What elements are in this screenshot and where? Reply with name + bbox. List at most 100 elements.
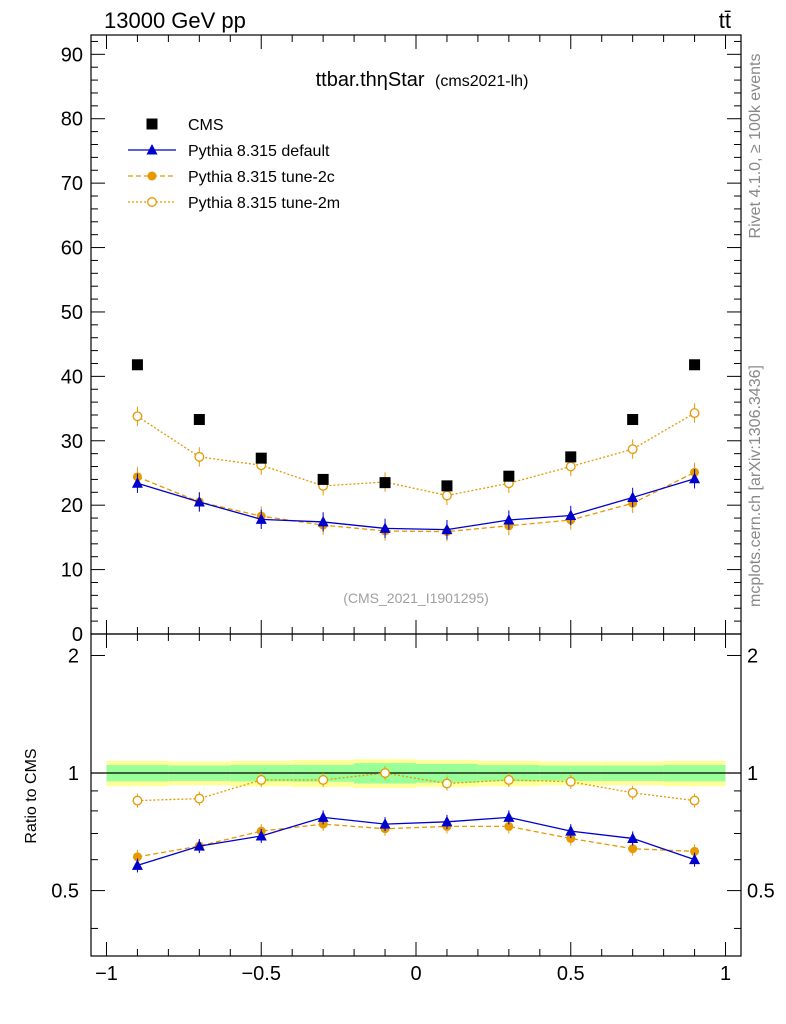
point-main-pythia-8-315-default: [317, 515, 329, 527]
y-tick-label-main: 20: [61, 495, 83, 517]
series-pythia-8-315-default: [131, 469, 701, 873]
point-main-cms: [627, 414, 639, 426]
y-tick-label-main: 50: [61, 302, 83, 324]
point-ratio-pythia-8-315-tune-2m: [689, 795, 700, 806]
point-ratio-pythia-8-315-tune-2c: [504, 821, 514, 831]
point-ratio-pythia-8-315-tune-2m: [442, 778, 452, 789]
point-ratio-pythia-8-315-tune-2c: [132, 852, 142, 862]
x-tick-label: −0.5: [241, 963, 280, 985]
point-ratio-pythia-8-315-default: [317, 811, 329, 822]
point-ratio-pythia-8-315-default: [131, 859, 143, 870]
point-main-pythia-8-315-tune-2m: [442, 490, 452, 501]
point-ratio-pythia-8-315-tune-2m: [194, 793, 205, 804]
point-main-pythia-8-315-default: [441, 523, 453, 535]
ratio-ylabel: Ratio to CMS: [23, 748, 40, 843]
point-main-cms: [503, 470, 515, 482]
point-main-cms: [441, 480, 453, 492]
point-ratio-pythia-8-315-default: [627, 832, 639, 843]
point-ratio-pythia-8-315-tune-2m: [565, 776, 576, 787]
point-main-pythia-8-315-default: [131, 477, 143, 488]
y-tick-label-main: 10: [61, 560, 83, 582]
point-main-cms: [689, 359, 701, 371]
series-cms: [131, 359, 701, 492]
point-main-pythia-8-315-default: [379, 522, 391, 533]
legend: CMS Pythia 8.315 default Pythia 8.315 tune…: [128, 117, 340, 212]
point-main-pythia-8-315-tune-2m: [132, 411, 143, 422]
point-ratio-pythia-8-315-default: [565, 825, 577, 836]
legend-marker: [147, 171, 157, 181]
point-main-cms: [131, 359, 143, 371]
point-ratio-pythia-8-315-tune-2m: [627, 787, 638, 798]
legend-marker: [147, 197, 157, 207]
point-ratio-pythia-8-315-tune-2c: [628, 844, 638, 854]
plot-title-main: ttbar.thηStar: [316, 69, 425, 91]
header-left: 13000 GeV pp: [104, 8, 246, 33]
legend-marker: [146, 144, 158, 155]
legend-label: Pythia 8.315 tune-2c: [188, 169, 335, 186]
point-ratio-pythia-8-315-tune-2c: [566, 833, 576, 843]
point-ratio-pythia-8-315-tune-2m: [132, 795, 143, 806]
point-ratio-pythia-8-315-default: [193, 840, 205, 851]
rivet-label: Rivet 4.1.0, ≥ 100k events: [747, 54, 764, 239]
plot-title-suffix: (cms2021-lh): [435, 73, 528, 90]
header-right: tt̄: [719, 8, 731, 33]
line-ratio-pythia-8-315-default: [137, 816, 695, 867]
point-main-cms: [255, 452, 267, 464]
legend-entry: Pythia 8.315 tune-2c: [128, 169, 335, 186]
y-tick-label-main: 80: [61, 109, 83, 131]
point-main-pythia-8-315-default: [503, 513, 515, 525]
x-tick-label: 1: [720, 963, 731, 985]
legend-entry: CMS: [146, 117, 224, 134]
point-ratio-pythia-8-315-default: [379, 818, 391, 829]
point-ratio-pythia-8-315-tune-2m: [380, 768, 390, 778]
y-tick-label-main: 30: [61, 431, 83, 453]
point-main-pythia-8-315-default: [255, 513, 267, 524]
point-main-cms: [379, 477, 391, 489]
ratio-y-tick-label-left: 1: [68, 763, 79, 785]
point-main-pythia-8-315-default: [565, 509, 577, 520]
point-ratio-pythia-8-315-default: [503, 811, 515, 822]
point-main-pythia-8-315-default: [193, 495, 205, 507]
line-main-pythia-8-315-tune-2c: [137, 471, 695, 533]
ratio-y-tick-label-right: 1: [747, 763, 758, 785]
line-main-pythia-8-315-tune-2m: [137, 412, 695, 497]
point-ratio-pythia-8-315-tune-2m: [503, 775, 514, 785]
point-ratio-pythia-8-315-default: [689, 853, 701, 865]
point-main-cms: [565, 451, 577, 463]
point-main-cms: [193, 414, 205, 426]
ratio-y-tick-label-right: 0.5: [747, 881, 775, 903]
line-main-pythia-8-315-default: [137, 478, 695, 531]
ratio-y-tick-label-right: 2: [747, 645, 758, 667]
y-tick-label-main: 70: [61, 173, 83, 195]
x-tick-label: 0: [410, 963, 421, 985]
x-tick-label: −1: [95, 963, 118, 985]
mcplots-label: mcplots.cern.ch [arXiv:1306.3436]: [747, 365, 764, 607]
line-ratio-pythia-8-315-tune-2c: [137, 823, 695, 858]
point-main-pythia-8-315-tune-2m: [627, 444, 638, 455]
point-ratio-pythia-8-315-default: [441, 815, 453, 827]
x-tick-label: 0.5: [557, 963, 585, 985]
ratio-y-tick-label-left: 0.5: [51, 881, 79, 903]
plot-title: ttbar.thηStar (cms2021-lh): [316, 69, 529, 91]
point-ratio-pythia-8-315-tune-2c: [690, 846, 700, 856]
point-main-pythia-8-315-default: [627, 491, 639, 502]
point-main-pythia-8-315-tune-2m: [689, 408, 700, 419]
line-ratio-pythia-8-315-tune-2m: [137, 772, 695, 802]
legend-marker: [146, 118, 158, 130]
legend-entry: Pythia 8.315 tune-2m: [128, 195, 340, 212]
ratio-y-tick-label-left: 2: [68, 645, 79, 667]
point-ratio-pythia-8-315-tune-2m: [318, 775, 329, 785]
legend-label: CMS: [188, 117, 224, 134]
point-main-cms: [317, 473, 329, 485]
series-layer: [131, 359, 701, 873]
point-main-pythia-8-315-default: [689, 472, 701, 484]
legend-label: Pythia 8.315 default: [188, 143, 330, 160]
point-main-pythia-8-315-tune-2m: [565, 461, 576, 472]
y-tick-label-main: 90: [61, 44, 83, 66]
y-tick-label-main: 60: [61, 238, 83, 260]
point-main-pythia-8-315-tune-2m: [194, 451, 205, 462]
legend-entry: Pythia 8.315 default: [128, 143, 330, 160]
y-tick-label-main: 0: [72, 624, 83, 646]
